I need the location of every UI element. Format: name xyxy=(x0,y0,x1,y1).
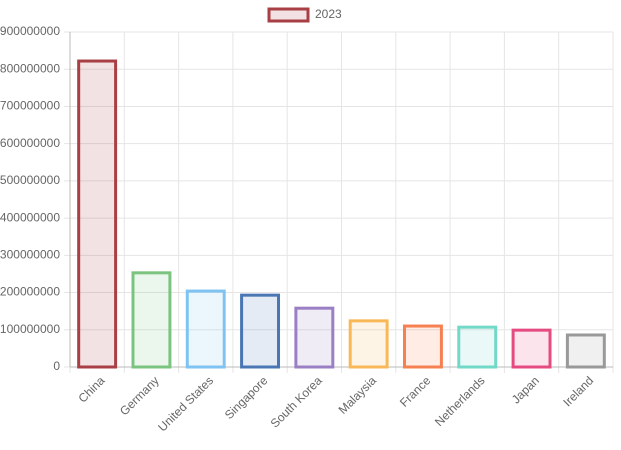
x-tick-label: Malaysia xyxy=(336,373,380,417)
y-tick-label: 800000000 xyxy=(0,61,60,75)
x-tick-label: United States xyxy=(155,373,216,434)
bar xyxy=(77,59,118,369)
x-tick-label: France xyxy=(397,373,434,410)
y-tick-label: 600000000 xyxy=(0,136,60,150)
y-tick-label: 0 xyxy=(53,359,60,373)
bar xyxy=(402,324,443,369)
x-tick-label: Singapore xyxy=(222,373,271,422)
bar xyxy=(131,271,172,369)
y-tick-label: 900000000 xyxy=(0,24,60,38)
x-tick-label: South Korea xyxy=(268,373,325,430)
x-tick-label: Netherlands xyxy=(432,373,488,429)
x-tick-label: China xyxy=(75,373,107,405)
y-tick-label: 500000000 xyxy=(0,173,60,187)
bar xyxy=(565,333,606,369)
y-tick-label: 100000000 xyxy=(0,322,60,336)
bar xyxy=(185,289,226,369)
x-tick-label: Germany xyxy=(117,373,162,418)
x-tick-label: Ireland xyxy=(560,373,596,409)
y-tick-label: 200000000 xyxy=(0,285,60,299)
bar xyxy=(348,319,389,369)
bar xyxy=(240,293,281,369)
x-tick-label: Japan xyxy=(509,373,542,406)
y-tick-label: 300000000 xyxy=(0,248,60,262)
y-tick-label: 400000000 xyxy=(0,210,60,224)
bar xyxy=(511,328,552,369)
legend-label: 2023 xyxy=(315,7,342,21)
bar xyxy=(294,306,335,369)
legend-swatch[interactable] xyxy=(267,7,310,23)
y-tick-label: 700000000 xyxy=(0,99,60,113)
bar xyxy=(457,325,498,369)
